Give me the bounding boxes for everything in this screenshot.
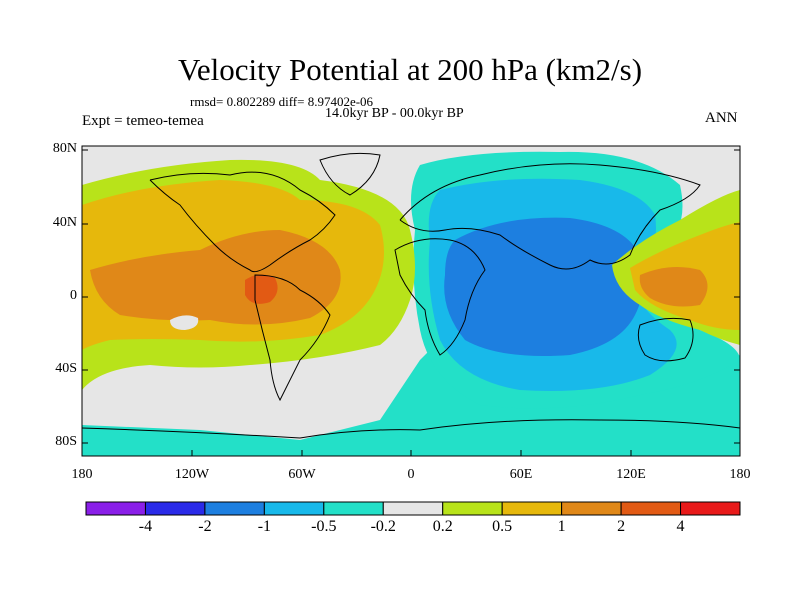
lat-label-80s: 80S bbox=[55, 434, 77, 449]
colorbar-label: -4 bbox=[138, 518, 153, 535]
experiment-label: Expt = temeo-temea bbox=[82, 113, 204, 129]
lon-label-120e: 120E bbox=[616, 467, 646, 482]
lon-label-180e: 180 bbox=[729, 467, 751, 482]
pacific-orange-region bbox=[639, 266, 708, 307]
colorbar-label: 4 bbox=[676, 518, 685, 535]
colorbar-label: -0.2 bbox=[370, 518, 396, 535]
lon-label-120w: 120W bbox=[174, 467, 210, 482]
colorbar-swatch bbox=[680, 501, 741, 516]
colorbar-swatch bbox=[561, 501, 622, 516]
colorbar-swatch bbox=[620, 501, 682, 516]
colorbar bbox=[85, 501, 741, 516]
antarctica-coast bbox=[82, 419, 740, 439]
lon-label-0: 0 bbox=[407, 467, 415, 482]
africa-coast bbox=[394, 238, 486, 356]
west-orange-region bbox=[90, 230, 341, 325]
colorbar-swatch bbox=[442, 501, 503, 516]
season-label: ANN bbox=[705, 110, 738, 126]
colorbar-label: 0.2 bbox=[432, 518, 453, 535]
colorbar-label: -0.5 bbox=[311, 518, 337, 535]
colorbar-swatch bbox=[204, 501, 265, 516]
australia-coast bbox=[637, 317, 694, 362]
west-neutral-hole bbox=[170, 315, 199, 330]
lon-label-180w: 180 bbox=[71, 467, 93, 482]
lat-label-40n: 40N bbox=[52, 215, 77, 230]
colorbar-swatch bbox=[501, 501, 563, 516]
colorbar-label: -2 bbox=[198, 518, 212, 535]
lat-label-equator: 0 bbox=[70, 288, 77, 303]
lon-label-60e: 60E bbox=[509, 467, 533, 482]
colorbar-swatch bbox=[144, 501, 206, 516]
colorbar-label: -1 bbox=[257, 518, 272, 535]
north-america-coast bbox=[149, 171, 336, 273]
lat-label-80n: 80N bbox=[52, 141, 77, 156]
period-label: 14.0kyr BP - 00.0kyr BP bbox=[325, 106, 464, 121]
lon-label-60w: 60W bbox=[288, 467, 316, 482]
colorbar-swatch bbox=[263, 501, 325, 516]
colorbar-swatch bbox=[85, 501, 146, 516]
contour-field bbox=[82, 146, 740, 456]
greenland-coast bbox=[319, 152, 381, 196]
southern-teal-band bbox=[82, 330, 740, 456]
colorbar-label: 1 bbox=[557, 518, 566, 535]
east-blue-core bbox=[444, 217, 644, 356]
west-red-core bbox=[245, 274, 278, 304]
colorbar-swatch bbox=[382, 501, 444, 516]
colorbar-label: 0.5 bbox=[492, 518, 513, 535]
stats-line: rmsd= 0.802289 diff= 8.97402e-06 bbox=[190, 94, 374, 109]
colorbar-swatch bbox=[323, 501, 384, 516]
colorbar-label: 2 bbox=[617, 518, 626, 535]
eurasia-coast bbox=[399, 163, 701, 270]
south-america-coast bbox=[254, 274, 331, 402]
lat-label-40s: 40S bbox=[55, 361, 77, 376]
axis-ticks bbox=[81, 149, 741, 456]
figure-title: Velocity Potential at 200 hPa (km2/s) bbox=[177, 52, 643, 87]
coastlines bbox=[82, 152, 740, 439]
